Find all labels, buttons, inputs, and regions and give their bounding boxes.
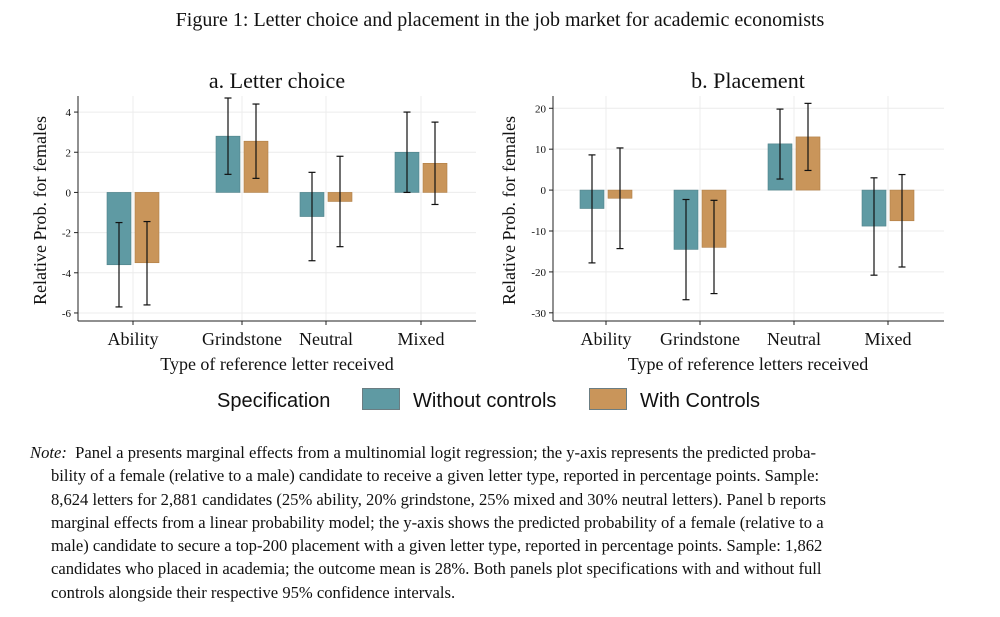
note-line-1: Note: Panel a presents marginal effects … bbox=[30, 441, 960, 464]
x-tick-label-ability: Ability bbox=[580, 329, 631, 349]
x-tick-label-neutral: Neutral bbox=[767, 329, 821, 349]
x-tick-label-neutral: Neutral bbox=[299, 329, 353, 349]
y-tick-label--20: -20 bbox=[531, 267, 546, 279]
y-tick-label--10: -10 bbox=[531, 226, 546, 238]
panel-b-placement: b. Placement -30 -20 -10 0 10 20 Ability Grindst… bbox=[499, 68, 944, 374]
y-tick-label--4: -4 bbox=[62, 268, 72, 280]
x-axis-title: Type of reference letter received bbox=[160, 354, 394, 374]
x-tick-label-grindstone: Grindstone bbox=[660, 329, 740, 349]
y-tick-label--30: -30 bbox=[531, 308, 546, 320]
y-tick-label--2: -2 bbox=[62, 228, 71, 240]
x-tick-label-ability: Ability bbox=[107, 329, 158, 349]
y-tick-label-0: 0 bbox=[541, 185, 547, 197]
legend-label-with-controls: With Controls bbox=[640, 390, 761, 412]
y-tick-label-10: 10 bbox=[535, 144, 547, 156]
note-line-3: 8,624 letters for 2,881 candidates (25% … bbox=[51, 489, 826, 509]
y-tick-label-0: 0 bbox=[66, 187, 72, 199]
note-line-5: male) candidate to secure a top-200 plac… bbox=[51, 536, 823, 556]
note-line-4: marginal effects from a linear probabili… bbox=[51, 512, 824, 532]
figure-note: Note: Panel a presents marginal effects … bbox=[30, 441, 960, 604]
legend-swatch-with-controls bbox=[589, 388, 627, 410]
panel-a-title: a. Letter choice bbox=[209, 68, 345, 93]
note-line-2: bility of a female (relative to a male) … bbox=[51, 466, 820, 486]
figure-title: Figure 1: Letter choice and placement in… bbox=[175, 9, 825, 31]
panel-a-letter-choice: a. Letter choice -6 -4 -2 0 2 4 Ability Grindsto… bbox=[30, 68, 476, 374]
x-axis-title: Type of reference letters received bbox=[628, 354, 869, 374]
x-tick-label-mixed: Mixed bbox=[398, 329, 445, 349]
note-prefix: Note: bbox=[30, 443, 67, 462]
note-line-6: candidates who placed in academia; the o… bbox=[51, 559, 822, 579]
y-axis-title: Relative Prob. for females bbox=[499, 116, 519, 305]
y-tick-label--6: -6 bbox=[62, 308, 72, 320]
legend: Specification Without controls With Cont… bbox=[0, 385, 1000, 419]
x-tick-label-mixed: Mixed bbox=[865, 329, 912, 349]
legend-label-without-controls: Without controls bbox=[413, 390, 557, 412]
y-axis-title: Relative Prob. for females bbox=[30, 116, 50, 305]
note-line-7: controls alongside their respective 95% … bbox=[51, 582, 456, 602]
note-text-1: Panel a presents marginal effects from a… bbox=[75, 443, 816, 462]
y-tick-label-2: 2 bbox=[66, 147, 72, 159]
legend-title: Specification bbox=[217, 390, 331, 412]
y-tick-label-4: 4 bbox=[66, 107, 72, 119]
panel-b-title: b. Placement bbox=[691, 68, 805, 93]
legend-swatch-without-controls bbox=[362, 388, 400, 410]
x-tick-label-grindstone: Grindstone bbox=[202, 329, 282, 349]
y-tick-label-20: 20 bbox=[535, 103, 547, 115]
